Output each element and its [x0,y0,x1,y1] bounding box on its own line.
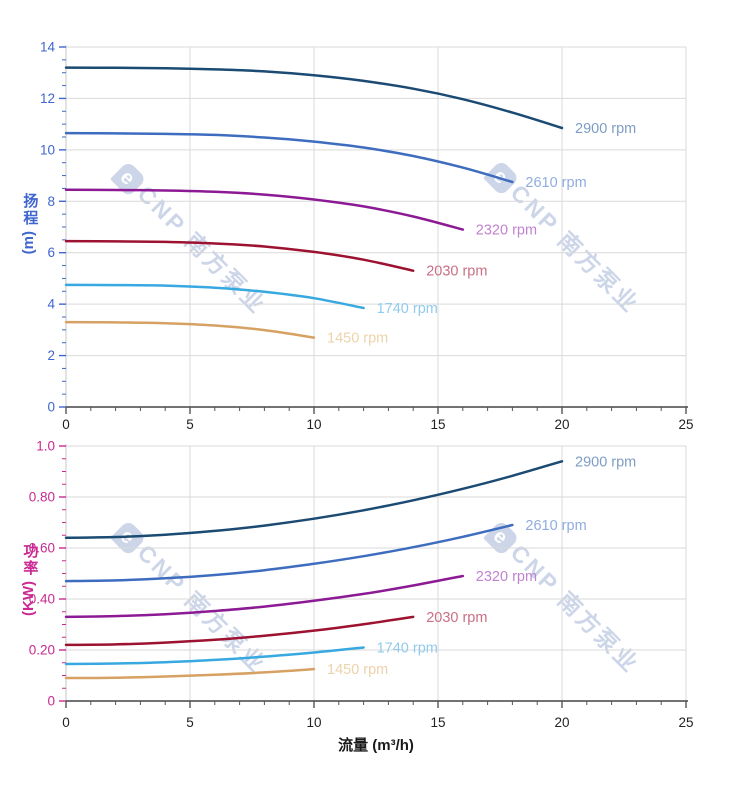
x-tick-label: 20 [554,715,569,730]
curve-label-2610-rpm: 2610 rpm [525,175,586,191]
y-tick-label: 0.40 [29,592,55,607]
x-tick-label: 20 [554,417,569,432]
curve-label-2320-rpm: 2320 rpm [476,223,537,239]
curve-1740-rpm [64,646,365,666]
y-tick-label: 12 [40,91,55,106]
x-tick-label: 0 [62,417,70,432]
curve-2030-rpm [64,615,415,647]
y-tick-label: 0 [47,694,55,709]
x-tick-label: 15 [430,715,445,730]
y-tick-label: 1.0 [36,439,55,454]
curve-label-2320-rpm: 2320 rpm [476,569,537,585]
x-tick-label: 0 [62,715,70,730]
x-tick-label: 10 [306,417,321,432]
curve-label-1740-rpm: 1740 rpm [377,640,438,656]
curve-1740-rpm [64,283,365,310]
curve-label-2030-rpm: 2030 rpm [426,264,487,280]
y-tick-label: 2 [47,348,55,363]
y-tick-label: 4 [47,297,55,312]
y-tick-label: 0.60 [29,541,55,556]
flow-axis-title: 流量 (m³/h) [338,737,414,754]
curve-label-1450-rpm: 1450 rpm [327,662,388,678]
curve-1450-rpm [64,320,316,339]
x-tick-label: 5 [186,715,194,730]
curve-2610-rpm [64,131,514,184]
x-tick-label: 10 [306,715,321,730]
power-axis-title-text: 功率 [21,543,39,577]
curve-1450-rpm [64,667,316,680]
curve-label-2900-rpm: 2900 rpm [575,121,636,137]
curve-label-1740-rpm: 1740 rpm [377,301,438,317]
y-tick-label: 8 [47,194,55,209]
curve-label-1450-rpm: 1450 rpm [327,331,388,347]
curve-2030-rpm [64,239,415,272]
y-tick-label: 14 [40,40,56,55]
head-axis-title-text: 扬程 [21,193,39,227]
x-tick-label: 5 [186,417,194,432]
power-axis-title: 功率 (KW) [12,543,46,616]
x-tick-label: 15 [430,417,445,432]
x-tick-label: 25 [678,417,693,432]
y-tick-label: 6 [47,245,55,260]
y-tick-label: 0.20 [29,643,55,658]
curve-label-2030-rpm: 2030 rpm [426,610,487,626]
y-tick-label: 0.80 [29,490,55,505]
head-axis-title: 扬程 (m) [12,193,46,254]
y-tick-label: 0 [47,400,55,415]
x-tick-label: 25 [678,715,693,730]
curve-label-2900-rpm: 2900 rpm [575,454,636,470]
curve-label-2610-rpm: 2610 rpm [525,518,586,534]
curve-2610-rpm [64,523,514,583]
y-tick-label: 10 [40,142,55,157]
curve-2320-rpm [64,574,465,619]
curve-2900-rpm [64,66,564,130]
curve-2320-rpm [64,188,465,231]
curve-2900-rpm [64,460,564,540]
